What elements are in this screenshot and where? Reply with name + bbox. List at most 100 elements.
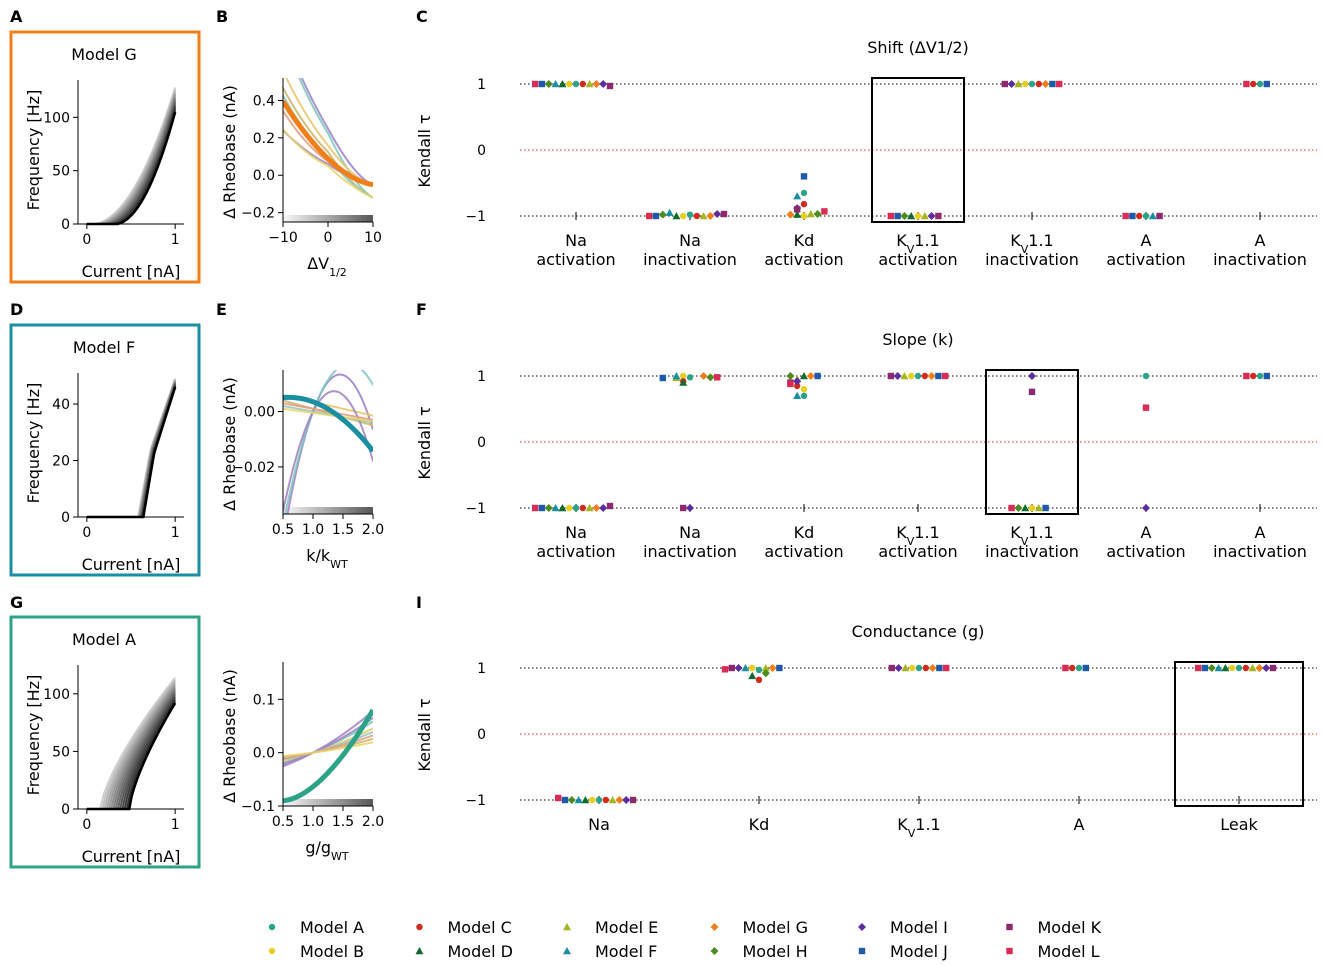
rheobase-curves xyxy=(283,708,373,806)
rheobase-strip-cell xyxy=(346,799,349,806)
data-point xyxy=(579,80,586,88)
category-label: inactivation xyxy=(985,250,1079,269)
category-label: KV1.1 xyxy=(896,231,939,256)
rheobase-panel-0: −10 0 10 −0.2 0.0 0.2 0.4 Δ Rheobase (nA) xyxy=(220,78,382,246)
fi-curve xyxy=(86,386,177,519)
category-label: KV1.1 xyxy=(896,523,939,548)
rheobase-panel-1: 0.5 1.0 1.5 2.0 −0.02 0.00 Δ Rheobase (nA) xyxy=(220,370,384,538)
data-point xyxy=(1263,80,1270,88)
data-point xyxy=(1122,212,1129,220)
data-point xyxy=(921,372,928,380)
fi-curve xyxy=(86,382,177,518)
data-point xyxy=(793,210,802,218)
data-point xyxy=(1062,664,1069,672)
rheobase-strip-cell xyxy=(298,507,301,514)
category-label: Na xyxy=(679,523,701,542)
rheobase-strip-cell xyxy=(331,799,334,806)
data-point xyxy=(551,80,560,88)
rheobase-strip-cell xyxy=(352,215,355,222)
data-point xyxy=(665,208,674,216)
rheobase-strip-cell xyxy=(313,215,316,222)
data-point xyxy=(927,372,936,380)
data-point xyxy=(728,664,735,672)
kendall-y-tick-label: 0 xyxy=(477,435,486,451)
fi-y-tick-label: 0 xyxy=(61,217,70,233)
rheobase-strip-cell xyxy=(304,215,307,222)
rheobase-strip-cell xyxy=(370,507,373,514)
rheobase-strip-cell xyxy=(322,799,325,806)
category-label: Leak xyxy=(1220,815,1258,834)
data-point xyxy=(936,664,943,672)
fi-x-tick-label: 0 xyxy=(82,232,91,248)
rheobase-strip-cell xyxy=(334,507,337,514)
data-point xyxy=(1006,947,1013,955)
data-point xyxy=(1136,212,1143,220)
data-point xyxy=(606,82,614,90)
fi-xlabel: Current [nA] xyxy=(82,555,181,574)
data-point xyxy=(914,372,922,380)
fi-y-tick-label: 100 xyxy=(43,110,70,126)
data-point xyxy=(928,664,937,672)
rheobase-ylabel: Δ Rheobase (nA) xyxy=(220,377,239,511)
data-point xyxy=(748,671,757,680)
rheobase-x-tick-label: 1.0 xyxy=(302,522,324,538)
data-point xyxy=(561,796,569,804)
data-point xyxy=(589,796,596,804)
data-point xyxy=(1262,664,1271,672)
fi-curve xyxy=(86,690,176,810)
highlight-box xyxy=(1174,661,1304,807)
rheobase-strip-cell xyxy=(313,507,316,514)
rheobase-panel-2: 0.5 1.0 1.5 2.0 −0.1 0.0 0.1 Δ Rheobase (nA) xyxy=(220,662,384,830)
panel-label-F: F xyxy=(416,300,427,319)
fi-curve xyxy=(86,688,176,810)
data-point xyxy=(1250,372,1257,380)
rheobase-x-tick-label: 1.0 xyxy=(302,814,324,830)
rheobase-strip-cell xyxy=(289,799,292,806)
data-point xyxy=(1028,80,1036,88)
rheobase-curves xyxy=(283,370,373,514)
fi-curve xyxy=(86,382,177,518)
data-point xyxy=(1142,504,1150,512)
kendall-y-tick-label: −1 xyxy=(465,209,486,225)
fi-curve xyxy=(86,384,177,518)
data-point xyxy=(629,796,637,804)
fi-curve xyxy=(86,682,176,810)
data-point xyxy=(566,80,573,88)
fi-curve xyxy=(86,384,177,518)
data-point xyxy=(1028,504,1036,512)
data-point xyxy=(794,206,801,213)
rheobase-strip-cell xyxy=(358,507,361,514)
data-point xyxy=(574,796,583,804)
panel-label-D: D xyxy=(10,300,23,319)
rheobase-strip-cell xyxy=(304,799,307,806)
rheobase-strip-cell xyxy=(295,799,298,806)
data-point xyxy=(1142,372,1150,380)
fi-panel-border xyxy=(9,323,201,577)
rheobase-strip-cell xyxy=(337,215,340,222)
data-point xyxy=(710,947,719,955)
category-label: activation xyxy=(536,542,615,561)
data-point xyxy=(538,504,546,512)
data-point xyxy=(558,80,567,88)
rheobase-strip-cell xyxy=(358,215,361,222)
kendall-panel-1: −1 0 1 Kendall τ xyxy=(415,369,1317,517)
data-point xyxy=(1034,504,1043,512)
rheobase-strip-cell xyxy=(355,799,358,806)
category-label: Kd xyxy=(749,815,770,834)
data-point xyxy=(720,210,728,218)
fi-curve xyxy=(86,378,177,518)
rheobase-strip-cell xyxy=(283,507,286,514)
rheobase-y-tick-label: −0.02 xyxy=(232,460,275,476)
fi-panel-title: Model G xyxy=(71,45,137,64)
data-point xyxy=(794,382,801,390)
rheobase-strip-cell xyxy=(337,507,340,514)
fi-y-tick-label: 0 xyxy=(61,802,70,818)
fi-curve xyxy=(86,680,176,810)
category-label: activation xyxy=(878,542,957,561)
data-point xyxy=(1069,664,1076,672)
fi-panel-border xyxy=(9,615,201,869)
rheobase-strip-cell xyxy=(358,799,361,806)
data-point xyxy=(814,372,821,380)
rheobase-strip-cell xyxy=(319,215,322,222)
category-label: activation xyxy=(878,250,957,269)
